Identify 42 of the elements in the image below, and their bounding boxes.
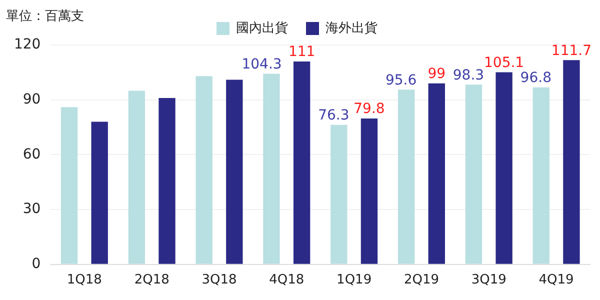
data-label: 96.8 <box>520 70 552 86</box>
data-label: 79.8 <box>354 101 385 118</box>
bar <box>330 124 348 264</box>
y-axis-title: 單位：百萬支 <box>6 8 84 24</box>
bar <box>158 98 176 264</box>
legend-label: 國內出貨 <box>236 20 288 36</box>
data-label: 95.6 <box>385 72 417 88</box>
bar <box>196 76 212 264</box>
data-label: 99 <box>428 66 446 82</box>
data-label: 111 <box>288 44 316 60</box>
y-tick-label: 90 <box>22 91 41 108</box>
y-tick-label: 60 <box>22 146 41 162</box>
y-tick-label: 0 <box>32 256 41 272</box>
x-tick-label: 1Q19 <box>336 272 372 288</box>
data-label: 104.3 <box>242 56 282 72</box>
bar <box>563 60 580 264</box>
bar <box>263 74 280 264</box>
x-tick-label: 2Q19 <box>404 272 439 288</box>
bar <box>465 84 482 264</box>
x-tick-label: 3Q19 <box>471 272 506 288</box>
bar <box>496 72 512 264</box>
bar <box>226 80 243 264</box>
x-tick-label: 4Q18 <box>269 272 304 288</box>
bar <box>91 122 108 264</box>
data-label: 98.3 <box>452 67 484 84</box>
x-tick-label: 3Q18 <box>202 272 237 288</box>
bar <box>128 90 146 264</box>
bar <box>60 107 78 264</box>
x-tick-label: 1Q18 <box>66 272 102 288</box>
bar <box>428 83 445 264</box>
data-label: 105.1 <box>484 54 524 71</box>
bar <box>360 118 378 264</box>
x-tick-label: 2Q18 <box>134 272 170 288</box>
y-tick-label: 120 <box>14 36 41 53</box>
data-label: 76.3 <box>318 108 350 124</box>
data-label: 111.7 <box>551 42 592 59</box>
y-tick-label: 30 <box>22 201 41 218</box>
bar <box>532 87 550 264</box>
bar <box>398 90 415 264</box>
x-tick-label: 4Q19 <box>538 272 574 288</box>
legend-label: 海外出貨 <box>326 20 378 36</box>
bar <box>293 61 310 264</box>
